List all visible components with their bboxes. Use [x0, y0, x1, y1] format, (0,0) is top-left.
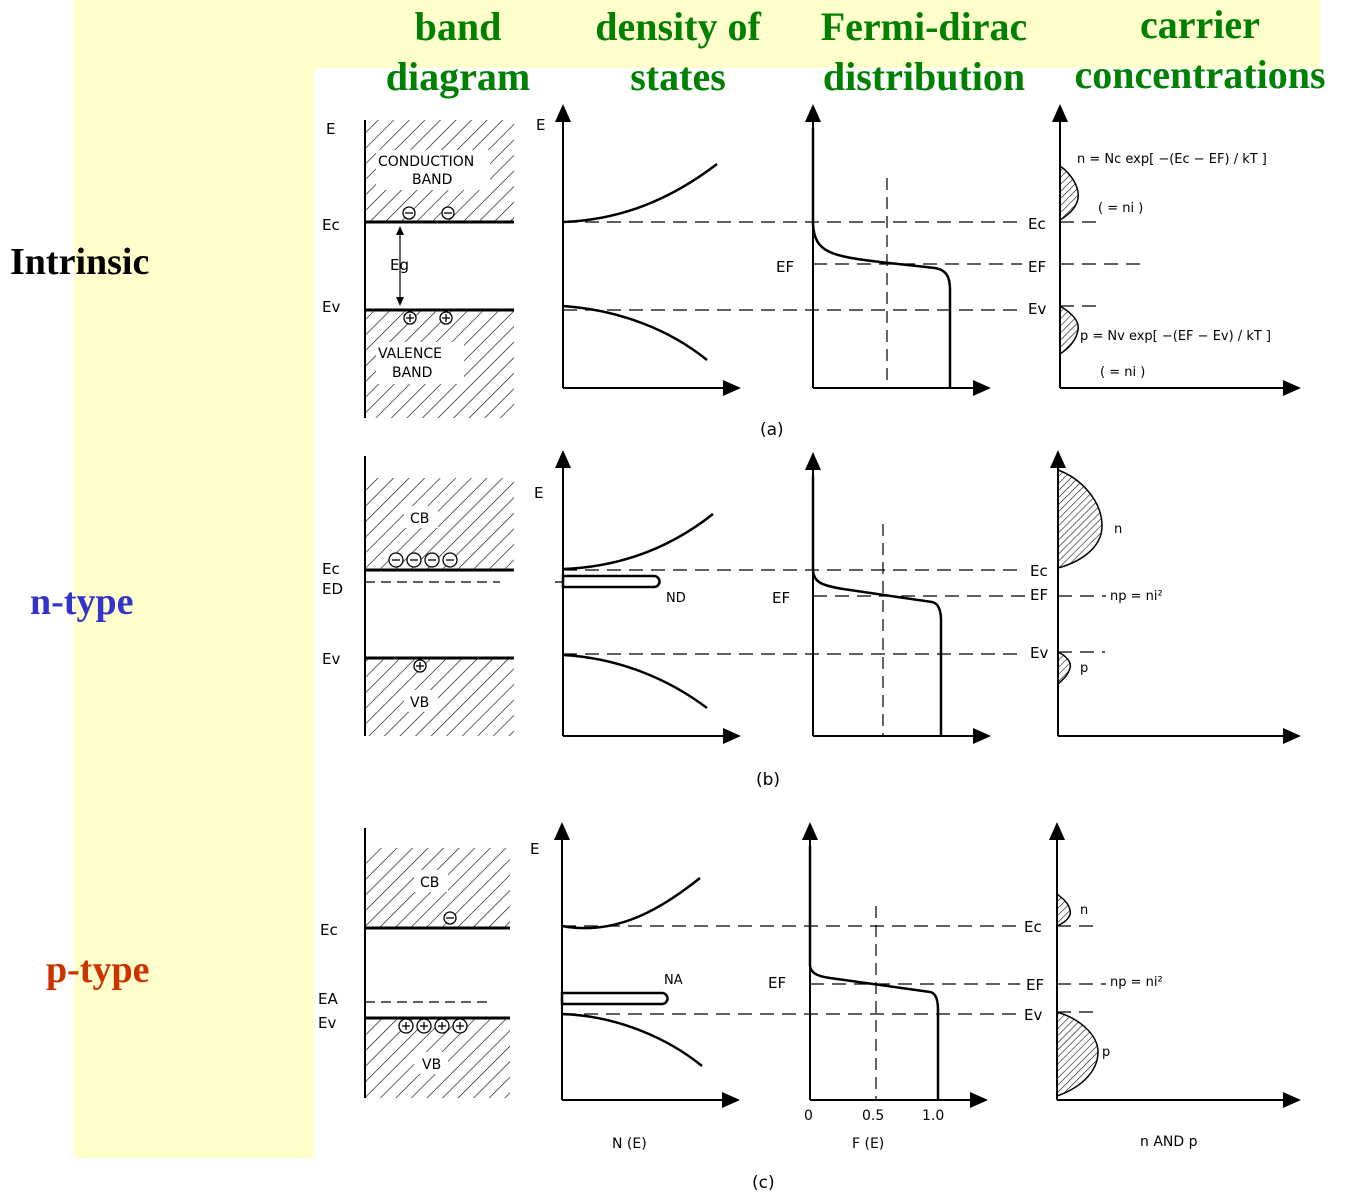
p-equation: p = Nv exp[ −(EF − Ev) / kT ]	[1080, 329, 1271, 344]
row-label-intrinsic: Intrinsic	[10, 241, 150, 283]
panel-c: CB VB Ec EA Ev E NA N	[318, 822, 1301, 1193]
band-diagram-c: CB VB Ec EA Ev	[318, 828, 510, 1098]
conduction-band-label: CONDUCTION	[378, 154, 474, 170]
np-product-label: np = ni²	[1110, 975, 1163, 990]
n-equals-ni: ( = ni )	[1098, 201, 1143, 216]
nd-label: ND	[666, 591, 686, 606]
cb-label: CB	[420, 875, 439, 891]
n-label: n	[1080, 903, 1088, 918]
ef-label: EF	[772, 589, 790, 607]
fermi-dirac-c: EF 0 0.5 1.0 F (E)	[768, 822, 988, 1152]
p-label: p	[1102, 1045, 1110, 1060]
fd-tick-1: 1.0	[922, 1108, 944, 1124]
ev-label: Ev	[1028, 300, 1046, 318]
ef-label: EF	[1026, 976, 1044, 994]
n-label: n	[1114, 522, 1122, 537]
heading-line: band	[414, 4, 502, 49]
panel-b: CB VB Ec ED Ev E ND	[322, 450, 1301, 790]
band-diagram-a: E Ec Ev Eg CONDUCTION BAND VALENCE BAND	[322, 120, 514, 418]
e-axis-label: E	[534, 484, 543, 502]
row-label-n-type: n-type	[30, 581, 134, 623]
carrier-concentration-a: n = Nc exp[ −(Ec − EF) / kT ] ( = ni ) p…	[1028, 104, 1301, 396]
fermi-dirac-a: EF	[776, 104, 991, 396]
ev-label: Ev	[318, 1014, 336, 1032]
np-product-label: np = ni²	[1110, 589, 1163, 604]
highlight-strip-left	[74, 0, 314, 1158]
fermi-dirac-b: EF	[772, 452, 991, 744]
ef-label: EF	[1028, 258, 1046, 276]
heading-line: carrier	[1140, 2, 1260, 47]
ec-label: Ec	[1024, 918, 1042, 936]
column-heading-band-diagram: band diagram	[373, 2, 543, 102]
fd-tick-0: 0	[804, 1108, 813, 1124]
ef-label: EF	[768, 974, 786, 992]
heading-line: density of	[595, 4, 761, 49]
e-axis-label: E	[326, 120, 335, 138]
column-heading-carrier-concentrations: carrier concentrations	[1066, 0, 1334, 100]
column-heading-fermi-dirac: Fermi-dirac distribution	[808, 2, 1040, 102]
ed-label: ED	[322, 580, 343, 598]
valence-band-label: VALENCE	[378, 346, 442, 362]
ec-label: Ec	[1028, 215, 1046, 233]
ef-label: EF	[776, 258, 794, 276]
density-of-states-c: E NA N (E)	[530, 822, 740, 1152]
column-heading-density-of-states: density of states	[583, 2, 773, 102]
carrier-concentration-b: n p np = ni² Ec EF Ev	[1030, 450, 1301, 744]
ec-label: Ec	[322, 560, 340, 578]
e-axis-label: E	[530, 840, 539, 858]
p-equals-ni: ( = ni )	[1100, 365, 1145, 380]
heading-line: diagram	[385, 54, 531, 99]
fd-axis-label: F (E)	[852, 1136, 884, 1152]
panel-label-c: (c)	[752, 1173, 775, 1193]
n-equation: n = Nc exp[ −(Ec − EF) / kT ]	[1077, 152, 1267, 167]
highlight-band-top	[314, 0, 1320, 68]
heading-line: Fermi-dirac	[820, 4, 1028, 49]
ec-label: Ec	[322, 216, 340, 234]
ev-label: Ev	[1024, 1006, 1042, 1024]
fd-tick-half: 0.5	[862, 1108, 884, 1124]
cc-axis-label: n AND p	[1140, 1134, 1198, 1150]
valence-band-label: BAND	[392, 365, 432, 381]
density-of-states-b: E ND	[534, 450, 741, 744]
ec-label: Ec	[320, 921, 338, 939]
panel-label-a: (a)	[760, 420, 784, 440]
ea-label: EA	[318, 990, 338, 1008]
row-label-p-type: p-type	[46, 949, 150, 991]
panel-label-b: (b)	[756, 770, 780, 790]
band-diagram-b: CB VB Ec ED Ev	[322, 456, 514, 736]
ef-label: EF	[1030, 586, 1048, 604]
ec-label: Ec	[1030, 562, 1048, 580]
conduction-band-label: BAND	[412, 172, 452, 188]
cb-label: CB	[410, 511, 429, 527]
heading-line: states	[630, 54, 726, 99]
ev-label: Ev	[1030, 644, 1048, 662]
panel-a: E Ec Ev Eg CONDUCTION BAND VALENCE BAND …	[322, 104, 1301, 440]
carrier-concentration-c: n p np = ni² Ec EF Ev n AND p	[1024, 822, 1301, 1150]
p-label: p	[1080, 661, 1088, 676]
vb-label: VB	[422, 1057, 441, 1073]
vb-label: VB	[410, 695, 429, 711]
na-label: NA	[664, 973, 683, 988]
density-of-states-a: E	[536, 104, 741, 396]
e-axis-label: E	[536, 116, 545, 134]
dos-axis-label: N (E)	[612, 1136, 647, 1152]
heading-line: distribution	[822, 54, 1026, 99]
heading-line: concentrations	[1074, 52, 1326, 97]
ev-label: Ev	[322, 298, 340, 316]
ev-label: Ev	[322, 650, 340, 668]
